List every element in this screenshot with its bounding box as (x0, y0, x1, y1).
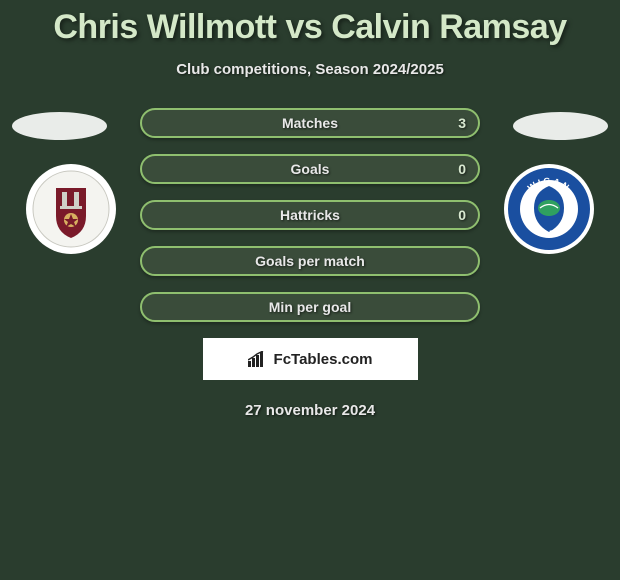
stat-row-goals-per-match: Goals per match (140, 246, 480, 276)
northampton-crest-icon (32, 170, 110, 248)
page-title: Chris Willmott vs Calvin Ramsay (0, 0, 620, 47)
club-crest-right: WIGAN ATHLETIC (504, 164, 594, 254)
player-photo-right-placeholder (513, 112, 608, 140)
stat-rows: Matches 3 Goals 0 Hattricks 0 Goals per … (140, 108, 480, 322)
stat-label: Goals (291, 161, 330, 177)
stat-label: Goals per match (255, 253, 365, 269)
player-photo-left-placeholder (12, 112, 107, 140)
brand-text: FcTables.com (274, 351, 373, 368)
bar-chart-icon (248, 351, 268, 367)
stat-row-goals: Goals 0 (140, 154, 480, 184)
stat-row-matches: Matches 3 (140, 108, 480, 138)
stat-right-value: 0 (458, 207, 466, 223)
wigan-crest-icon: WIGAN ATHLETIC (506, 166, 592, 252)
stat-right-value: 3 (458, 115, 466, 131)
snapshot-date: 27 november 2024 (0, 402, 620, 419)
competition-subtitle: Club competitions, Season 2024/2025 (0, 61, 620, 78)
stat-label: Matches (282, 115, 338, 131)
stat-row-hattricks: Hattricks 0 (140, 200, 480, 230)
stat-label: Min per goal (269, 299, 351, 315)
stat-row-min-per-goal: Min per goal (140, 292, 480, 322)
club-crest-left (26, 164, 116, 254)
stat-right-value: 0 (458, 161, 466, 177)
comparison-content: WIGAN ATHLETIC Matches 3 Goals 0 Hattric… (0, 108, 620, 419)
stat-label: Hattricks (280, 207, 340, 223)
brand-watermark: FcTables.com (203, 338, 418, 380)
